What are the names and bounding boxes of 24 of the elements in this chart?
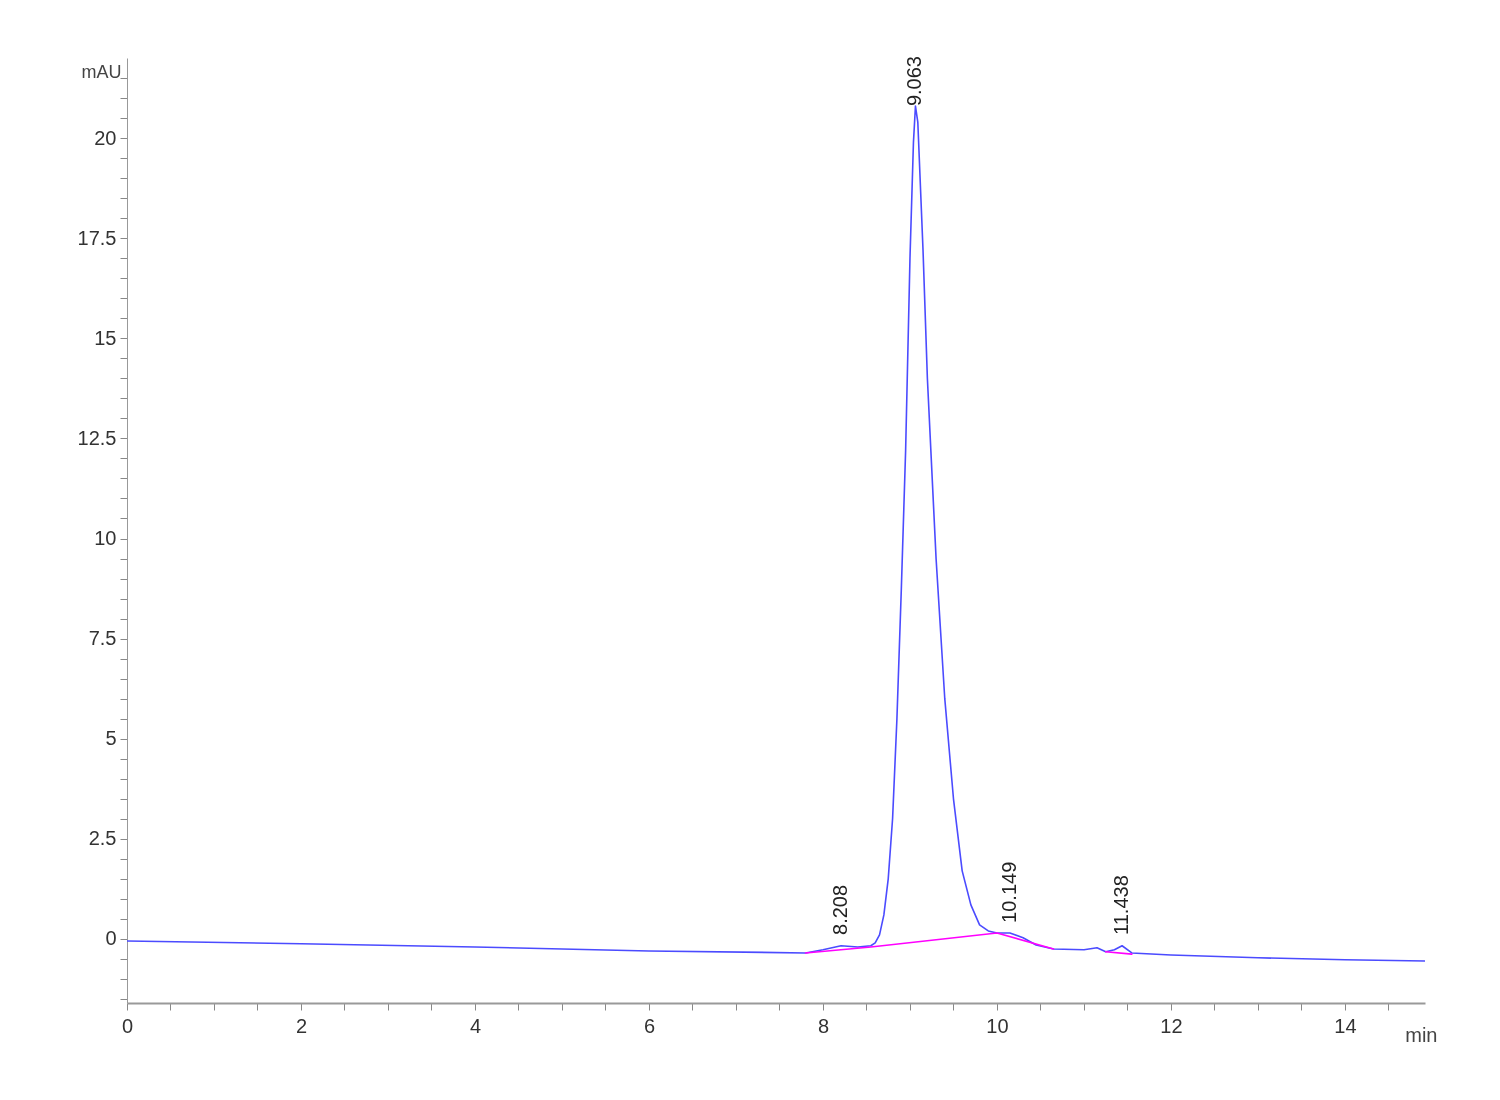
y-tick-label: 17.5 bbox=[77, 226, 117, 249]
y-tick-label: 15 bbox=[94, 326, 117, 349]
x-tick-label: 14 bbox=[1334, 1014, 1357, 1037]
annotation: 8.208 bbox=[829, 884, 852, 935]
x-tick-label: 0 bbox=[121, 1014, 134, 1037]
y-tick-label: 10 bbox=[94, 527, 117, 550]
y-axis-title: mAU bbox=[81, 61, 122, 82]
annotation: 10.149 bbox=[997, 861, 1020, 923]
y-tick-label: 0 bbox=[105, 927, 117, 950]
x-tick-label: 10 bbox=[986, 1014, 1009, 1037]
x-tick-label: 4 bbox=[469, 1014, 482, 1037]
line-series bbox=[127, 105, 1425, 962]
x-tick-label: 8 bbox=[817, 1014, 830, 1037]
y-tick-label: 20 bbox=[94, 126, 117, 149]
annotation: 11.438 bbox=[1110, 875, 1133, 935]
x-tick-label: 12 bbox=[1160, 1014, 1183, 1037]
annotation: 9.063 bbox=[903, 56, 926, 107]
y-tick-label: 7.5 bbox=[88, 627, 117, 650]
x-tick-label: 2 bbox=[295, 1014, 308, 1037]
x-axis-title: min bbox=[1405, 1023, 1438, 1046]
y-tick-label: 12.5 bbox=[77, 426, 117, 449]
y-tick-label: 2.5 bbox=[88, 827, 117, 850]
y-tick-label: 5 bbox=[105, 727, 117, 750]
x-tick-label: 6 bbox=[643, 1014, 656, 1037]
